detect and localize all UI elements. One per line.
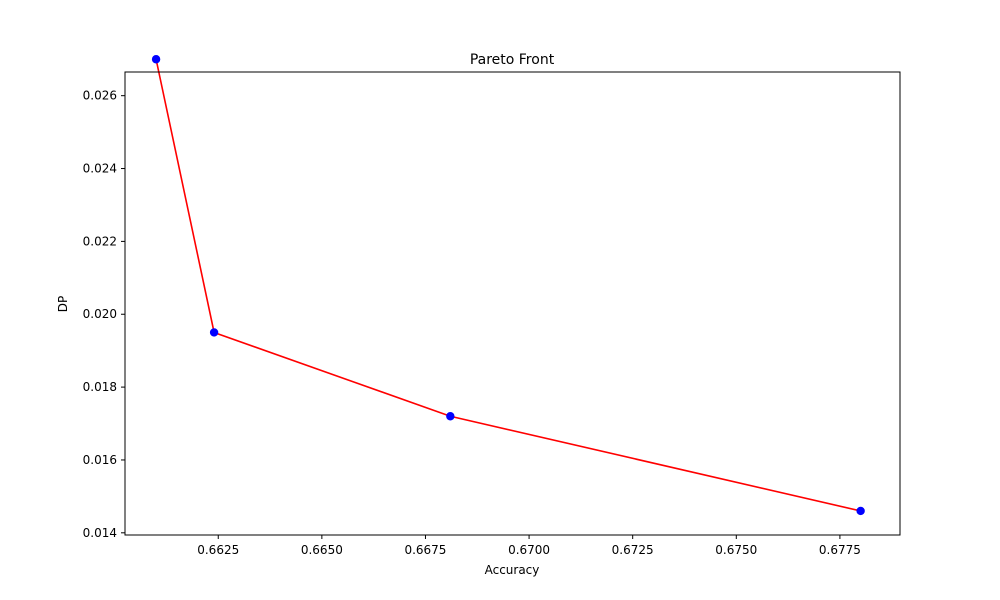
data-point [856, 506, 865, 516]
data-point [151, 55, 161, 64]
y-tick-label: 0.022 [83, 234, 117, 248]
x-tick-label: 0.6625 [197, 543, 239, 557]
y-tick-label: 0.020 [83, 307, 117, 321]
chart-title: Pareto Front [470, 52, 555, 68]
data-point [446, 412, 455, 421]
y-axis: 0.014 0.016 0.018 0.020 0.022 0.024 0.026 [83, 89, 125, 540]
data-point [209, 328, 219, 337]
y-tick-label: 0.024 [83, 162, 117, 176]
x-tick-label: 0.6675 [404, 543, 446, 557]
x-tick-label: 0.6750 [715, 543, 757, 557]
y-tick-label: 0.026 [83, 89, 117, 103]
pareto-front-line [155, 59, 861, 512]
plot-layer [151, 55, 865, 516]
plot-frame [124, 71, 901, 536]
y-tick-label: 0.018 [83, 380, 117, 394]
x-tick-label: 0.6650 [301, 543, 343, 557]
y-tick-label: 0.016 [83, 453, 117, 467]
x-tick-label: 0.6700 [508, 543, 550, 557]
x-axis: 0.6625 0.6650 0.6675 0.6700 0.6725 0.6750 0.67… [197, 535, 861, 557]
y-tick-label: 0.014 [83, 526, 117, 540]
y-axis-label: DP [56, 296, 70, 312]
x-tick-label: 0.6775 [819, 543, 861, 557]
x-axis-label: Accuracy [485, 563, 540, 577]
x-tick-label: 0.6725 [612, 543, 654, 557]
